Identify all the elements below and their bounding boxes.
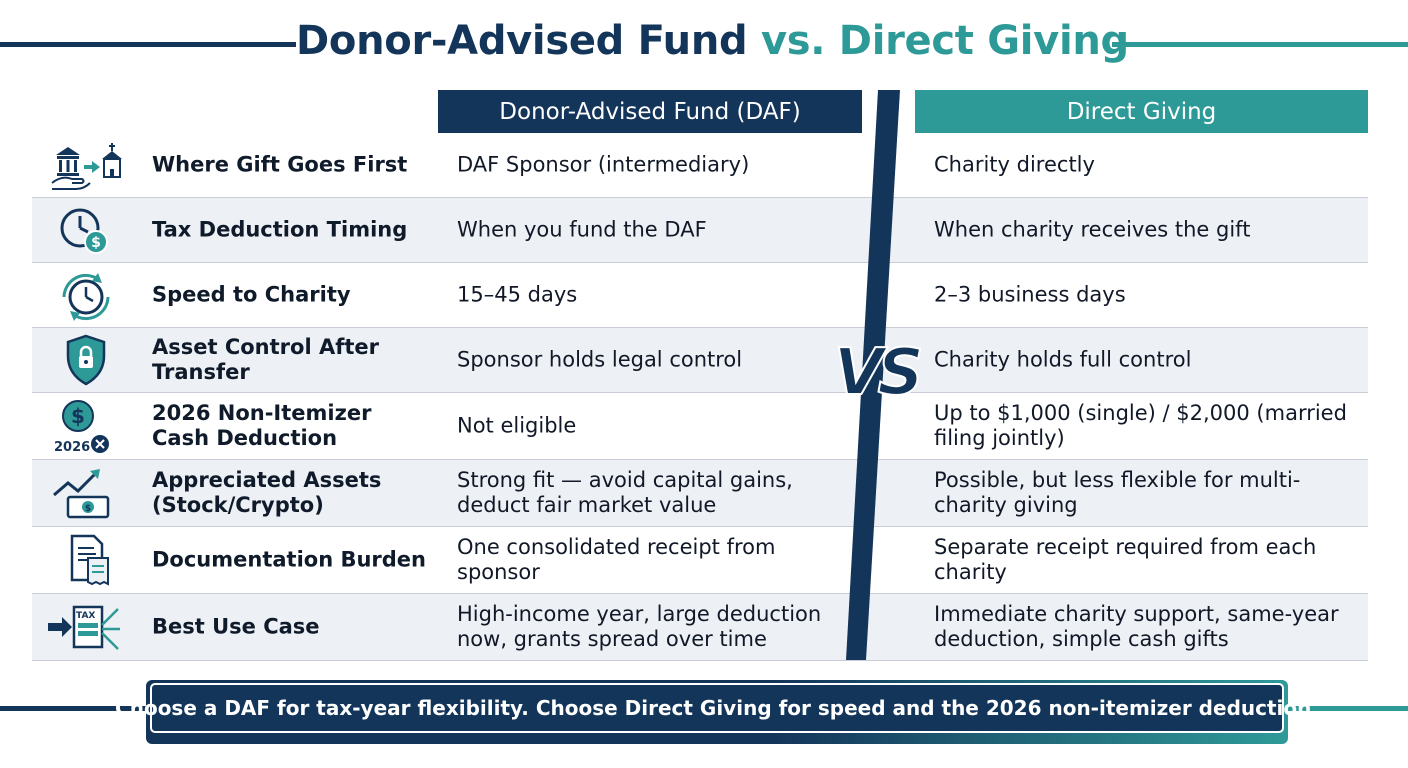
comparison-row: $ Appreciated Assets (Stock/Crypto) Stro… [32, 460, 1368, 527]
row-label: Appreciated Assets (Stock/Crypto) [152, 468, 382, 517]
direct-cell: Charity directly [934, 152, 1095, 177]
comparison-row: $ Tax Deduction Timing When you fund the… [32, 198, 1368, 263]
daf-cell: 15–45 days [457, 282, 578, 307]
row-label: 2026 Non-Itemizer Cash Deduction [152, 401, 372, 450]
svg-text:$: $ [71, 404, 85, 428]
direct-cell: Up to $1,000 (single) / $2,000 (married … [934, 401, 1347, 450]
daf-cell: Sponsor holds legal control [457, 347, 743, 372]
direct-cell: 2–3 business days [934, 282, 1126, 307]
row-label: Best Use Case [152, 614, 320, 639]
title-part-2: vs. Direct Giving [761, 18, 1129, 64]
direct-cell: Possible, but less flexible for multi-ch… [934, 468, 1301, 517]
comparison-row: Asset Control After Transfer Sponsor hol… [32, 328, 1368, 393]
row-label: Tax Deduction Timing [152, 217, 408, 242]
direct-cell: Immediate charity support, same-year ded… [934, 602, 1339, 651]
icon-year-label: 2026 [54, 440, 90, 454]
clock-dollar-icon: $ [48, 202, 124, 258]
direct-cell: Charity holds full control [934, 347, 1192, 372]
title-divider-left [0, 42, 296, 47]
comparison-row: Documentation Burden One consolidated re… [32, 527, 1368, 594]
comparison-row: Speed to Charity 15–45 days 2–3 business… [32, 263, 1368, 328]
icon-tax-label: TAX [76, 611, 95, 621]
direct-cell: When charity receives the gift [934, 217, 1251, 242]
comparison-row: Where Gift Goes First DAF Sponsor (inter… [32, 133, 1368, 198]
row-label: Speed to Charity [152, 282, 351, 307]
tax-form-arrows-icon: TAX [48, 599, 124, 655]
title-area: Donor-Advised Fund vs. Direct Giving [0, 0, 1408, 88]
daf-cell: DAF Sponsor (intermediary) [457, 152, 750, 177]
row-label: Documentation Burden [152, 547, 427, 572]
column-header-direct: Direct Giving [915, 90, 1368, 133]
daf-cell: Strong fit — avoid capital gains, deduct… [457, 468, 793, 517]
svg-text:$: $ [91, 235, 101, 251]
dollar-2026-icon: $ 2026 [48, 398, 124, 454]
daf-cell: High-income year, large deduction now, g… [457, 602, 822, 651]
banner-divider-left [0, 706, 150, 711]
comparison-row: TAX Best Use Case High-income year, larg… [32, 594, 1368, 661]
row-label: Where Gift Goes First [152, 152, 408, 177]
daf-cell: When you fund the DAF [457, 217, 707, 242]
daf-cell: Not eligible [457, 413, 577, 438]
page-title: Donor-Advised Fund vs. Direct Giving [296, 18, 1129, 64]
column-header-daf: Donor-Advised Fund (DAF) [438, 90, 862, 133]
stopwatch-refresh-icon [48, 267, 124, 323]
vs-label: VS [833, 335, 925, 411]
svg-text:$: $ [85, 504, 91, 514]
documents-icon [48, 532, 124, 588]
shield-lock-icon [48, 332, 124, 388]
bank-to-charity-icon [48, 137, 124, 193]
comparison-row: $ 2026 2026 Non-Itemizer Cash Deduction … [32, 393, 1368, 460]
title-divider-right [1112, 42, 1408, 47]
title-part-1: Donor-Advised Fund [296, 18, 748, 64]
summary-banner: Choose a DAF for tax-year flexibility. C… [115, 683, 1319, 733]
direct-cell: Separate receipt required from each char… [934, 535, 1317, 584]
row-label: Asset Control After Transfer [152, 335, 379, 384]
daf-cell: One consolidated receipt from sponsor [457, 535, 776, 584]
banner-divider-right [1284, 706, 1408, 711]
chart-up-cash-icon: $ [48, 465, 124, 521]
